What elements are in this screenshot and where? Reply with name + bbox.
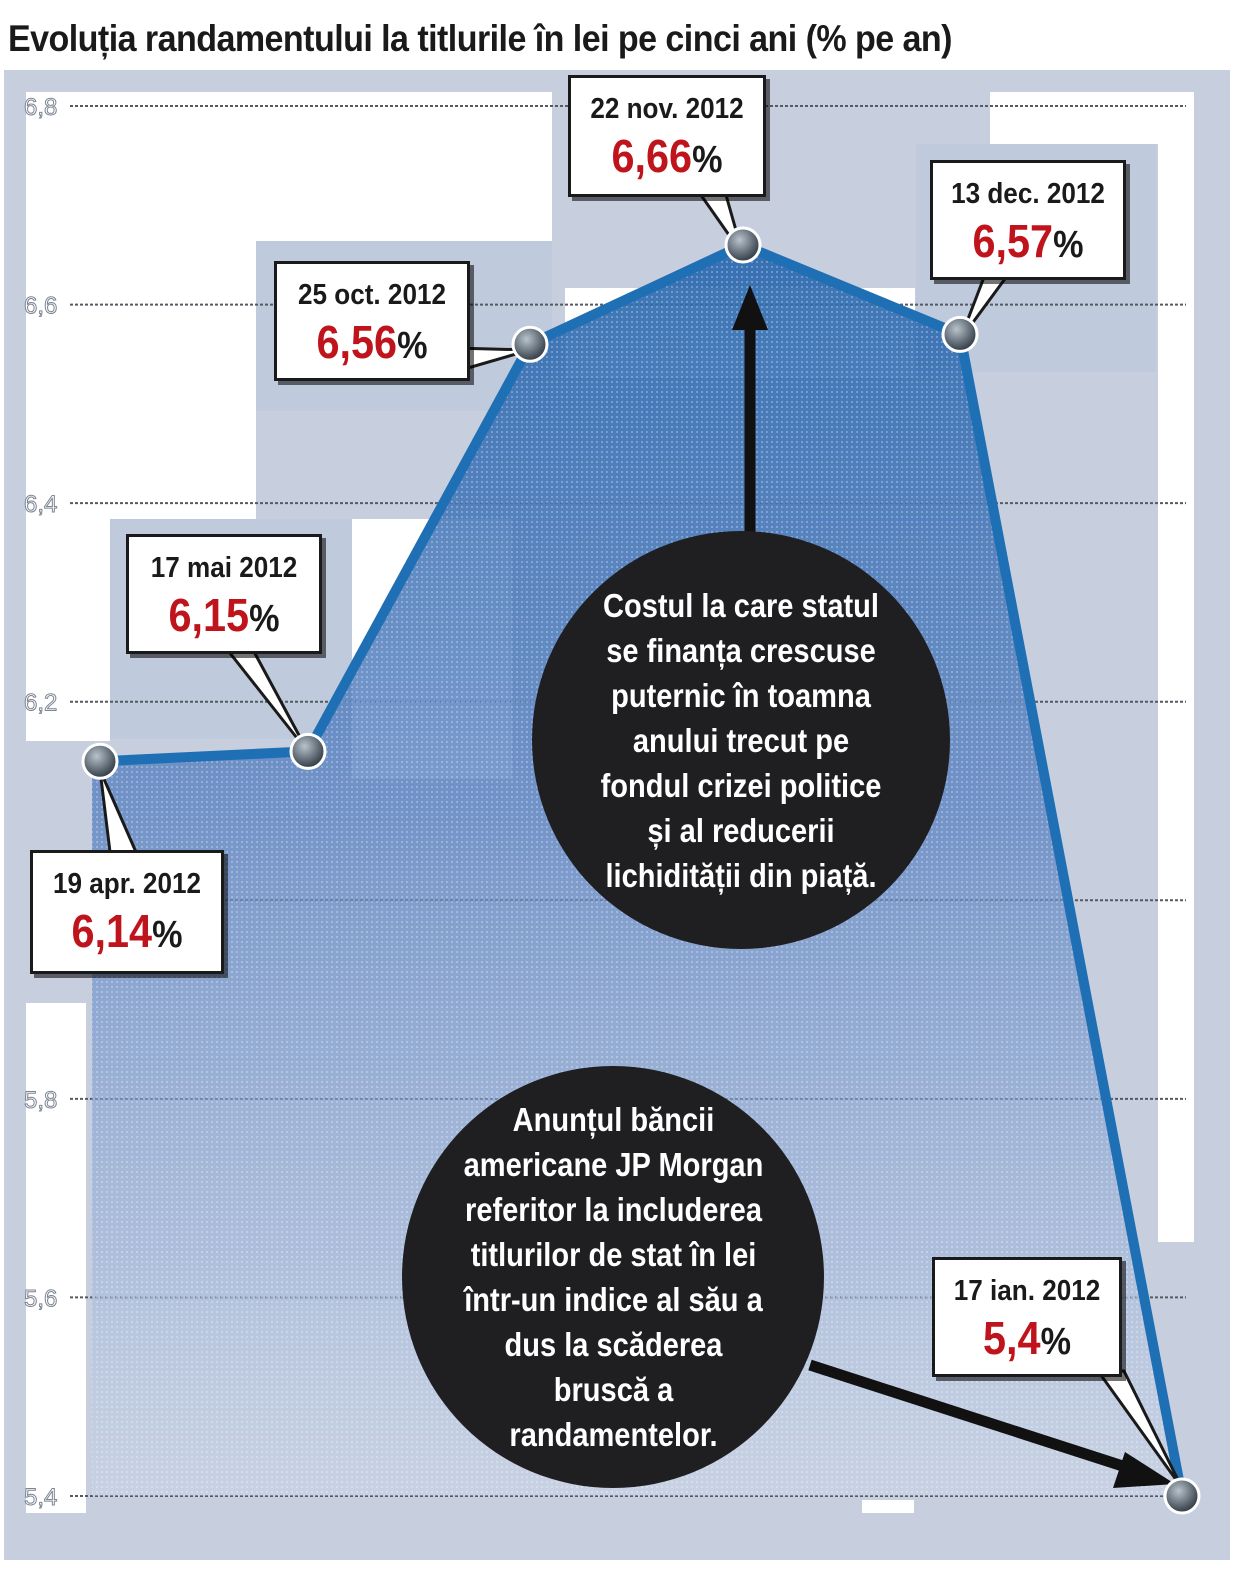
y-tick-label: 5,4 — [24, 1484, 57, 1511]
marker-layer — [81, 226, 1201, 1515]
callout-unit: % — [152, 914, 183, 956]
callout-box: 19 apr. 2012 6,14% — [30, 850, 224, 974]
callout-value-line: 6,15% — [139, 589, 310, 645]
callout-value-line: 6,56% — [287, 316, 458, 372]
data-point-marker — [511, 325, 549, 363]
data-point-marker — [941, 315, 979, 353]
callout-value: 6,56 — [316, 316, 398, 368]
callout-box: 13 dec. 2012 6,57% — [930, 160, 1126, 280]
white-panel — [26, 241, 256, 519]
callout-date: 19 apr. 2012 — [52, 868, 202, 900]
callout-unit: % — [397, 325, 428, 367]
callout-date: 13 dec. 2012 — [951, 178, 1105, 210]
callout-value-line: 6,14% — [42, 905, 211, 961]
data-point-marker — [724, 226, 762, 264]
callout-unit: % — [249, 598, 280, 640]
series-line — [99, 240, 1187, 1497]
white-panel — [862, 1500, 914, 1513]
callout-value: 5,4 — [983, 1312, 1041, 1364]
annotation-arrow-head — [732, 285, 768, 330]
y-tick-label: 6,4 — [24, 491, 57, 518]
pointer-layer — [98, 186, 1184, 1490]
y-tick-labels: 5,4 5,6 5,8 6,2 6,4 6,6 6,8 — [24, 94, 58, 1512]
annotation-arrow-shaft — [808, 1359, 1137, 1476]
callout-date: 22 nov. 2012 — [590, 93, 744, 125]
data-point-marker — [289, 732, 327, 770]
data-point-marker — [81, 742, 119, 780]
annotation-bubble-jp-morgan: Anunțul băncii americane JP Morgan refer… — [402, 1066, 824, 1488]
callout-unit: % — [692, 139, 723, 181]
callout-value-line: 6,57% — [943, 215, 1114, 271]
y-tick-label: 6,6 — [24, 293, 57, 320]
data-point-marker — [1163, 1477, 1201, 1515]
callout-box: 17 ian. 2012 5,4% — [932, 1257, 1122, 1377]
white-panel — [26, 1003, 86, 1513]
annotation-bubble-political-crisis: Costul la care statul se finanța crescus… — [532, 531, 950, 949]
callout-value: 6,57 — [972, 215, 1054, 267]
callout-value-line: 5,4% — [944, 1312, 1110, 1368]
callout-value: 6,14 — [71, 905, 153, 957]
chart-title: Evoluția randamentului la titlurile în l… — [8, 18, 952, 59]
callout-unit: % — [1053, 224, 1084, 266]
white-panel — [26, 92, 552, 241]
callout-date: 17 ian. 2012 — [953, 1275, 1101, 1307]
white-panel — [26, 519, 110, 741]
callout-unit: % — [1040, 1321, 1071, 1363]
callout-value-line: 6,66% — [581, 130, 754, 186]
y-tick-label: 6,8 — [24, 94, 57, 121]
annotation-text: Anunțul băncii americane JP Morgan refer… — [463, 1101, 763, 1453]
callout-date: 25 oct. 2012 — [297, 279, 446, 311]
callout-box: 25 oct. 2012 6,56% — [274, 261, 470, 381]
y-tick-label: 5,6 — [24, 1285, 57, 1312]
callout-box: 17 mai 2012 6,15% — [126, 534, 322, 654]
callout-value: 6,66 — [611, 130, 693, 182]
callout-value: 6,15 — [168, 589, 250, 641]
callout-date: 17 mai 2012 — [150, 552, 298, 584]
callout-box: 22 nov. 2012 6,66% — [568, 75, 766, 197]
y-tick-label: 6,2 — [24, 690, 57, 717]
y-tick-label: 5,8 — [24, 1087, 57, 1114]
white-panel — [1158, 92, 1194, 1242]
annotation-text: Costul la care statul se finanța crescus… — [600, 586, 882, 894]
annotation-arrow-head — [1113, 1452, 1175, 1488]
white-panel — [990, 92, 1158, 144]
